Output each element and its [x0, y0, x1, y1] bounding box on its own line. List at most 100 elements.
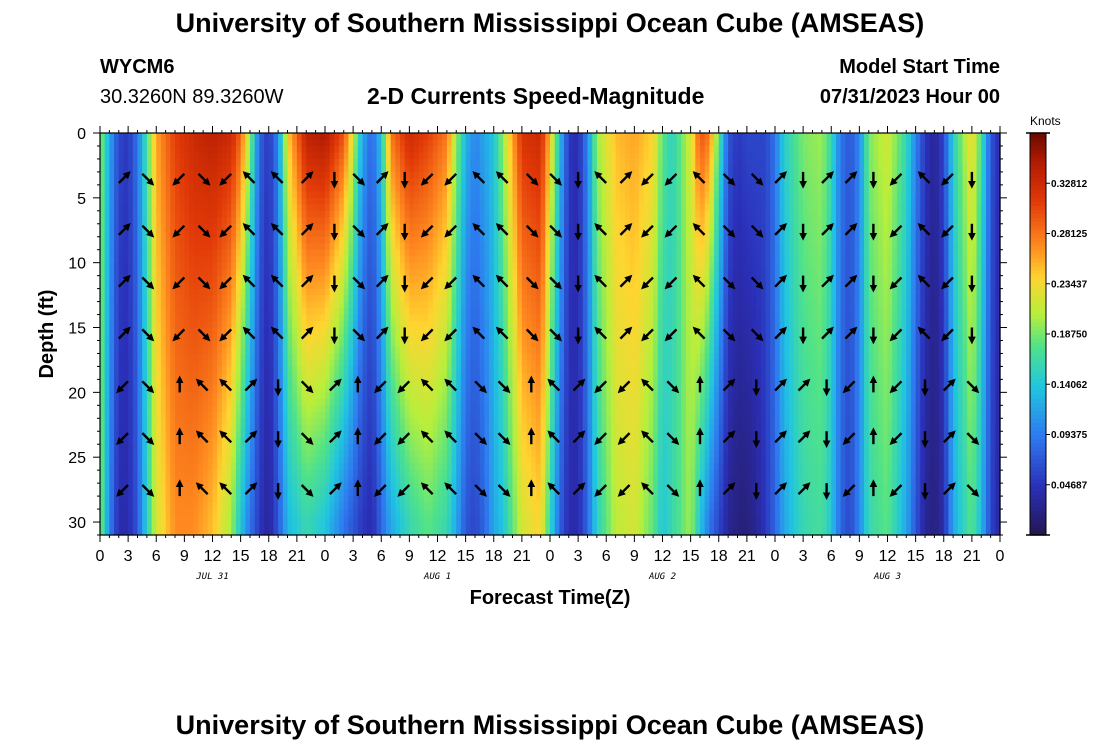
heatmap-cell [217, 418, 223, 426]
heatmap-cell [329, 515, 335, 523]
heatmap-cell [250, 463, 256, 471]
heatmap-cell [160, 496, 167, 504]
heatmap-cell [278, 308, 284, 316]
heatmap-cell [132, 223, 139, 231]
heatmap-cell [315, 295, 321, 303]
heatmap-cell [465, 145, 471, 154]
heatmap-cell [132, 502, 139, 510]
heatmap-cell [104, 528, 110, 536]
heatmap-cell [231, 457, 237, 465]
heatmap-cell [114, 321, 120, 329]
heatmap-cell [423, 288, 429, 296]
heatmap-cell [442, 243, 448, 251]
heatmap-cell [306, 379, 312, 387]
heatmap-cell [442, 463, 448, 471]
heatmap-cell [282, 457, 289, 465]
heatmap-cell [451, 418, 457, 426]
heatmap-cell [100, 496, 106, 504]
heatmap-cell [207, 457, 214, 465]
heatmap-cell [184, 184, 190, 192]
heatmap-cell [339, 327, 345, 335]
heatmap-cell [353, 424, 359, 432]
heatmap-cell [306, 301, 312, 309]
heatmap-cell [381, 236, 387, 244]
heatmap-cell [118, 191, 125, 199]
heatmap-cell [451, 424, 457, 432]
heatmap-cell [343, 256, 350, 264]
heatmap-cell [278, 392, 284, 400]
heatmap-cell [465, 418, 471, 426]
heatmap-cell [203, 275, 209, 283]
heatmap-cell [175, 509, 181, 517]
heatmap-cell [470, 204, 476, 212]
heatmap-cell [343, 145, 350, 154]
heatmap-cell [254, 372, 260, 380]
heatmap-cell [160, 424, 167, 432]
heatmap-cell [409, 243, 415, 251]
heatmap-cell [259, 321, 265, 329]
heatmap-cell [226, 197, 232, 205]
heatmap-cell [123, 528, 129, 536]
heatmap-cell [442, 418, 448, 426]
heatmap-cell [428, 463, 434, 471]
heatmap-cell [123, 243, 129, 251]
heatmap-cell [325, 243, 331, 251]
heatmap-cell [123, 139, 129, 147]
heatmap-cell [165, 171, 171, 179]
heatmap-cell [409, 321, 415, 329]
heatmap-cell [353, 372, 359, 380]
heatmap-cell [423, 392, 429, 400]
heatmap-cell [437, 437, 443, 445]
heatmap-cell [264, 359, 270, 368]
heatmap-cell [315, 334, 321, 342]
heatmap-cell [156, 457, 162, 465]
heatmap-cell [226, 139, 232, 147]
heatmap-cell [160, 502, 167, 510]
heatmap-cell [470, 372, 476, 380]
heatmap-cell [395, 502, 401, 510]
heatmap-cell [231, 470, 237, 478]
heatmap-cell [442, 269, 448, 277]
heatmap-cell [104, 424, 110, 432]
heatmap-cell [221, 470, 228, 478]
heatmap-cell [207, 184, 214, 192]
heatmap-cell [390, 256, 396, 264]
heatmap-cell [432, 210, 439, 218]
heatmap-cell [465, 327, 471, 335]
heatmap-cell [362, 165, 368, 173]
heatmap-cell [301, 392, 307, 400]
heatmap-cell [151, 321, 157, 329]
heatmap-cell [128, 308, 134, 316]
heatmap-cell [118, 184, 125, 192]
heatmap-cell [400, 236, 406, 244]
heatmap-cell [203, 392, 209, 400]
heatmap-cell [264, 411, 270, 419]
heatmap-cell [362, 496, 368, 504]
heatmap-cell [198, 509, 204, 517]
heatmap-cell [404, 275, 410, 283]
heatmap-cell [142, 522, 148, 530]
heatmap-cell [118, 372, 125, 380]
heatmap-cell [296, 385, 303, 393]
heatmap-cell [207, 230, 214, 238]
heatmap-cell [282, 340, 289, 348]
heatmap-cell [371, 184, 378, 192]
heatmap-cell [118, 314, 125, 322]
heatmap-cell [414, 340, 420, 348]
heatmap-cell [137, 359, 143, 368]
heatmap-cell [104, 476, 110, 484]
heatmap-cell [371, 165, 378, 173]
heatmap-cell [315, 359, 321, 368]
heatmap-cell [329, 327, 335, 335]
heatmap-cell [100, 133, 106, 141]
heatmap-cell [404, 522, 410, 530]
heatmap-cell [245, 366, 251, 374]
heatmap-cell [301, 437, 307, 445]
heatmap-cell [114, 366, 120, 374]
heatmap-cell [160, 210, 167, 218]
heatmap-cell [235, 405, 242, 413]
heatmap-cell [193, 236, 200, 244]
heatmap-cell [198, 515, 204, 523]
heatmap-cell [348, 243, 354, 251]
heatmap-cell [456, 184, 462, 192]
